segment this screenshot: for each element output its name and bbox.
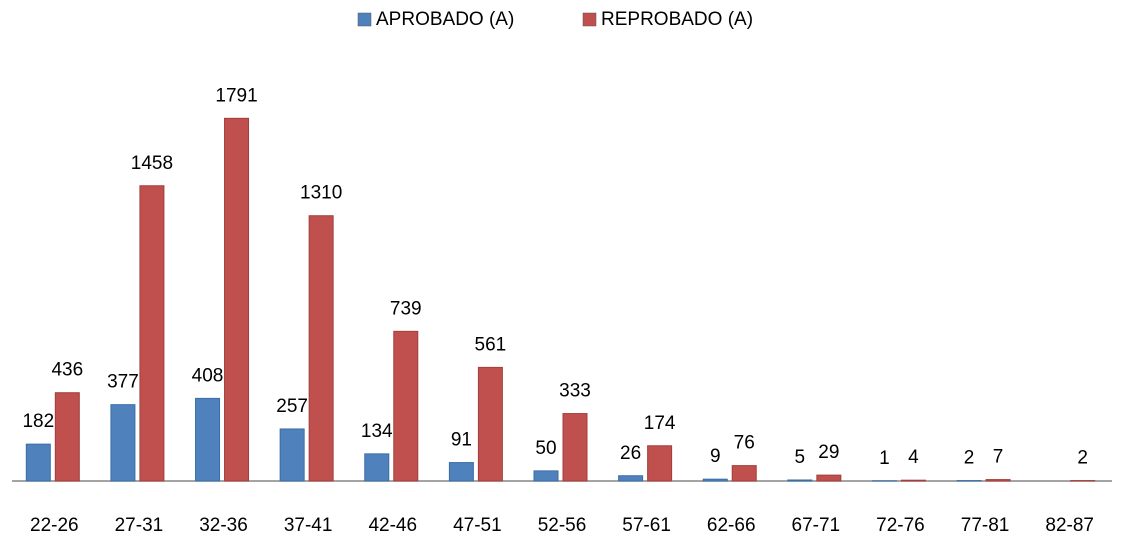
x-tick-label: 37-41 <box>284 515 333 536</box>
x-tick-label: 72-76 <box>876 515 925 536</box>
x-tick-label: 82-87 <box>1045 515 1094 536</box>
value-label: 1791 <box>215 85 257 106</box>
bar <box>702 478 728 482</box>
value-label: 7 <box>993 447 1004 468</box>
bar <box>25 443 51 482</box>
bar <box>364 453 390 482</box>
legend-label: REPROBADO (A) <box>601 9 753 30</box>
value-label: 561 <box>475 334 507 355</box>
value-label: 9 <box>710 446 721 467</box>
bar <box>195 397 221 482</box>
bar <box>816 474 842 482</box>
x-tick-label: 62-66 <box>707 515 756 536</box>
bar <box>618 475 644 482</box>
bar <box>562 413 588 482</box>
value-label: 1458 <box>131 153 173 174</box>
value-label: 5 <box>795 447 806 468</box>
bar <box>533 470 559 482</box>
legend-swatch <box>582 12 597 27</box>
value-label: 408 <box>192 365 224 386</box>
bar <box>900 479 926 482</box>
value-label: 1310 <box>300 183 342 204</box>
value-label: 134 <box>361 421 393 442</box>
bar <box>54 392 80 482</box>
value-label: 436 <box>51 360 83 381</box>
value-label: 182 <box>22 411 54 432</box>
value-label: 76 <box>734 433 755 454</box>
value-label: 2 <box>964 448 975 469</box>
x-tick-label: 52-56 <box>538 515 587 536</box>
value-label: 4 <box>908 447 919 468</box>
x-tick-label: 22-26 <box>30 515 79 536</box>
value-label: 2 <box>1077 448 1088 469</box>
x-tick-label: 42-46 <box>368 515 417 536</box>
value-label: 257 <box>276 396 308 417</box>
x-tick-label: 27-31 <box>115 515 164 536</box>
x-tick-label: 77-81 <box>961 515 1010 536</box>
bar <box>279 428 305 482</box>
bar <box>393 330 419 482</box>
value-label: 377 <box>107 372 139 393</box>
legend-swatch <box>357 12 372 27</box>
value-label: 29 <box>818 442 839 463</box>
value-label: 50 <box>535 438 556 459</box>
bar <box>448 462 474 482</box>
value-label: 26 <box>620 443 641 464</box>
bar <box>308 215 334 482</box>
bar <box>110 404 136 482</box>
x-tick-label: 32-36 <box>199 515 248 536</box>
x-tick-label: 57-61 <box>622 515 671 536</box>
x-tick-label: 67-71 <box>792 515 841 536</box>
value-label: 174 <box>644 413 676 434</box>
bar <box>647 445 673 482</box>
bar <box>477 366 503 482</box>
bar <box>224 117 250 482</box>
x-tick-label: 47-51 <box>453 515 502 536</box>
bar <box>139 185 165 482</box>
legend-label: APROBADO (A) <box>376 9 514 30</box>
value-label: 333 <box>559 381 591 402</box>
value-label: 1 <box>879 448 890 469</box>
bar <box>787 479 813 482</box>
bar <box>731 465 757 482</box>
value-label: 91 <box>451 430 472 451</box>
value-label: 739 <box>390 298 422 319</box>
bar <box>985 479 1011 482</box>
